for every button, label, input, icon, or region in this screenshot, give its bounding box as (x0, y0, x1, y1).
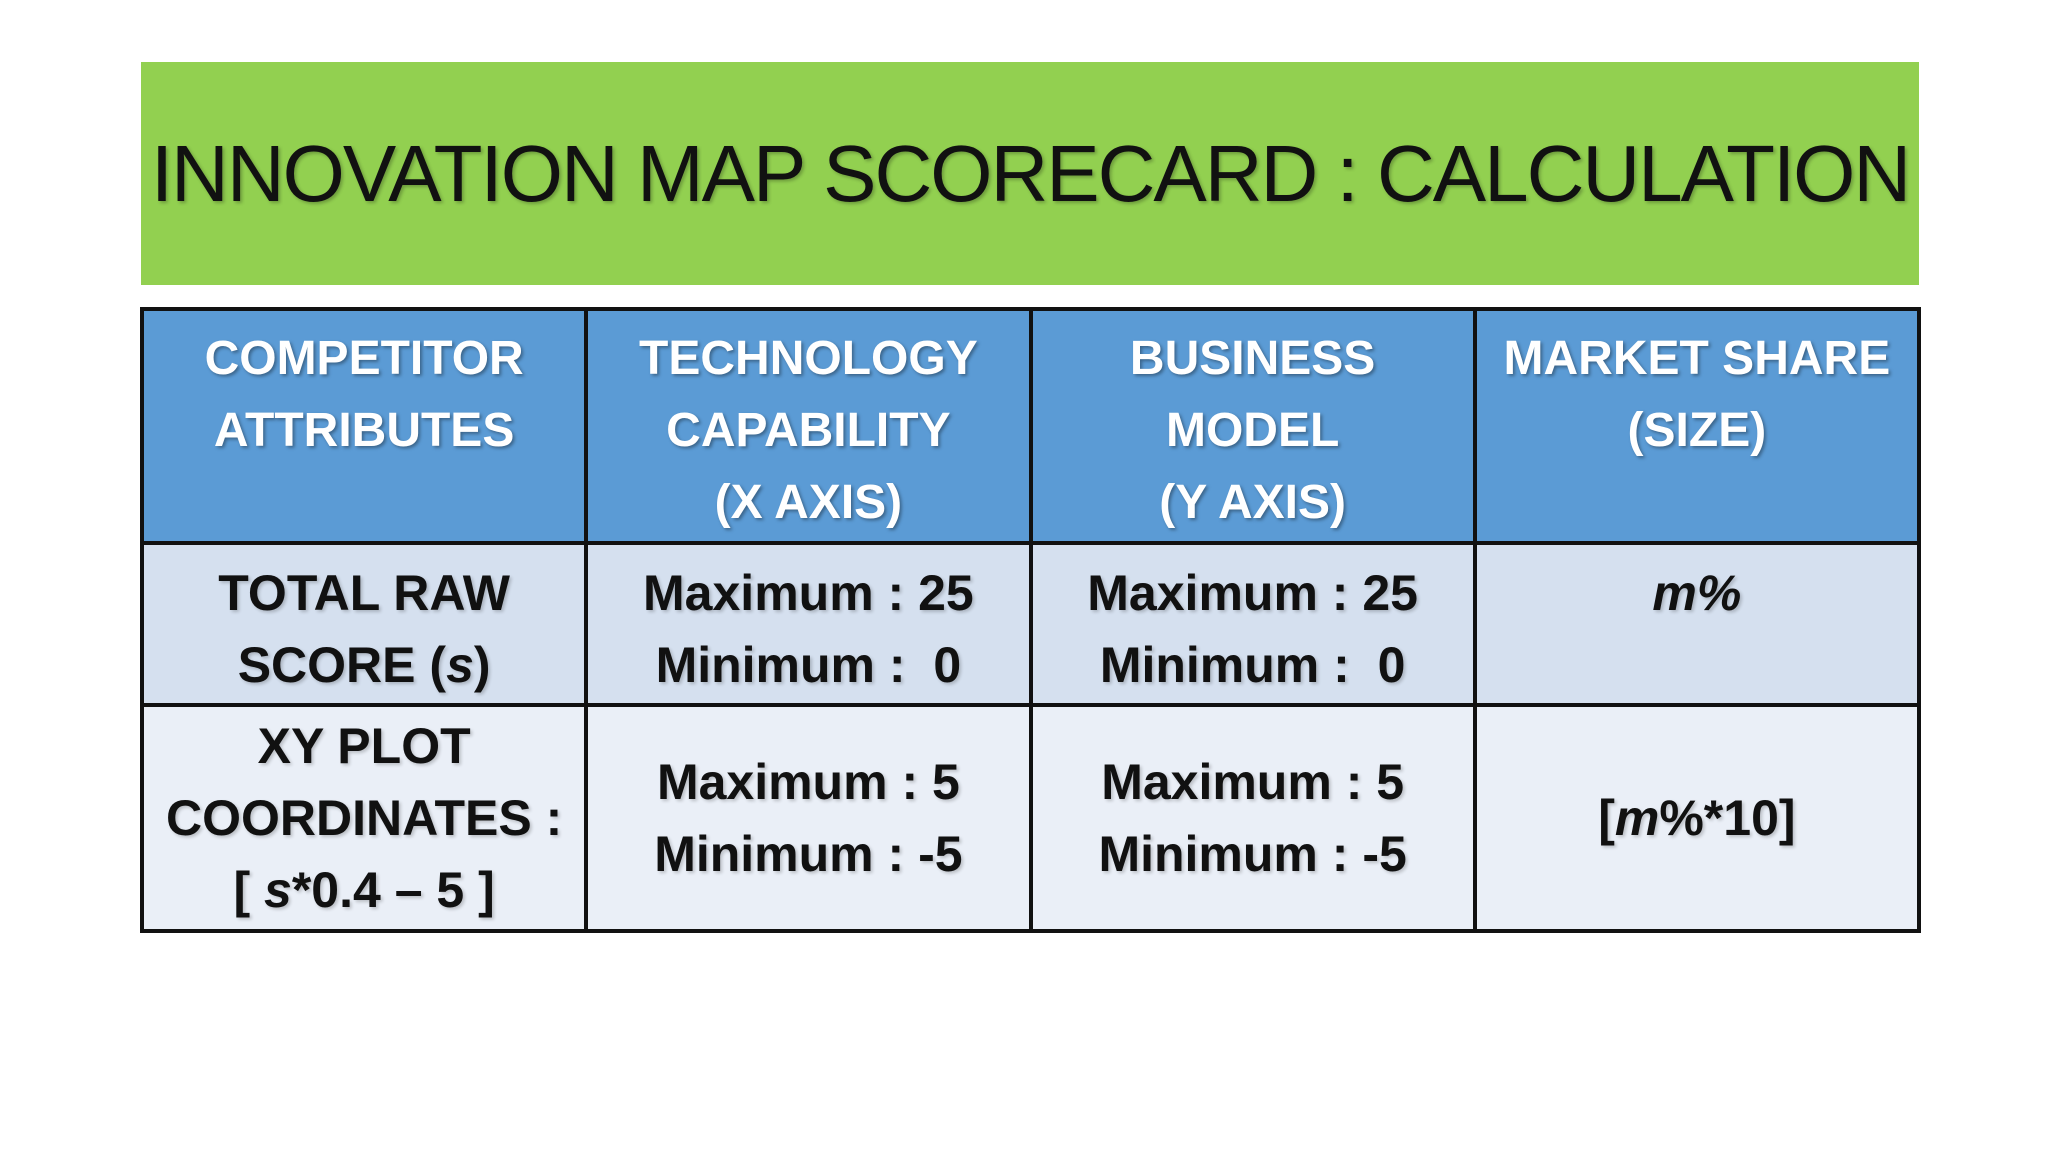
percent-sign: % (1696, 565, 1742, 621)
max-value: Maximum : 25 (643, 565, 974, 621)
formula-prefix: [ (1598, 790, 1615, 846)
header-text: (SIZE) (1627, 404, 1767, 457)
header-text: BUSINESS (1129, 332, 1376, 385)
formula-suffix: *0.4 – 5 ] (291, 862, 495, 918)
formula-suffix: %*10] (1659, 790, 1796, 846)
header-market-share: MARKET SHARE (SIZE) (1472, 307, 1922, 545)
header-text: ATTRIBUTES (213, 404, 515, 457)
max-value: Maximum : 5 (656, 754, 960, 810)
scorecard-table: COMPETITOR ATTRIBUTES TECHNOLOGY CAPABIL… (139, 307, 1922, 933)
label-suffix: ) (473, 637, 491, 693)
raw-business-cell: Maximum : 25 Minimum : 0 (1028, 541, 1477, 707)
xy-business-cell: Maximum : 5 Minimum : -5 (1028, 703, 1477, 933)
label-prefix: SCORE ( (237, 637, 447, 693)
variable-s: s (446, 637, 474, 693)
variable-m: m (1652, 565, 1697, 621)
raw-technology-cell: Maximum : 25 Minimum : 0 (584, 541, 1033, 707)
header-text: MARKET SHARE (1503, 332, 1891, 385)
xy-coordinates-row: XY PLOT COORDINATES : [ s*0.4 – 5 ] Maxi… (139, 703, 1922, 933)
header-text: MODEL (1165, 404, 1340, 457)
header-row: COMPETITOR ATTRIBUTES TECHNOLOGY CAPABIL… (139, 307, 1922, 545)
raw-market-cell: m% (1472, 541, 1922, 707)
page-title: INNOVATION MAP SCORECARD : CALCULATION (150, 128, 1911, 218)
max-value: Maximum : 25 (1087, 565, 1418, 621)
header-text: CAPABILITY (666, 404, 951, 457)
market-value: m% (1477, 557, 1917, 629)
min-value: Minimum : 0 (1099, 637, 1406, 693)
row-label-formula: [ s*0.4 – 5 ] (144, 854, 584, 926)
header-text: (X AXIS) (714, 476, 903, 529)
xy-market-cell: [m%*10] (1472, 703, 1922, 933)
header-text: TECHNOLOGY (639, 332, 978, 385)
header-business-model: BUSINESS MODEL (Y AXIS) (1028, 307, 1477, 545)
header-competitor-attributes: COMPETITOR ATTRIBUTES (139, 307, 589, 545)
formula-prefix: [ (233, 862, 265, 918)
xy-technology-cell: Maximum : 5 Minimum : -5 (584, 703, 1033, 933)
header-text: COMPETITOR (204, 332, 524, 385)
row-label-text: TOTAL RAW (218, 565, 510, 621)
row-label-text: COORDINATES : (165, 790, 563, 846)
row-label-text: XY PLOT (257, 718, 471, 774)
header-text: (Y AXIS) (1159, 476, 1346, 529)
title-banner: INNOVATION MAP SCORECARD : CALCULATION (141, 62, 1919, 285)
header-technology-capability: TECHNOLOGY CAPABILITY (X AXIS) (584, 307, 1033, 545)
market-formula: [m%*10] (1477, 782, 1917, 854)
xy-label: XY PLOT COORDINATES : [ s*0.4 – 5 ] (139, 703, 589, 933)
variable-s: s (264, 862, 292, 918)
min-value: Minimum : 0 (655, 637, 962, 693)
variable-m: m (1614, 790, 1660, 846)
max-value: Maximum : 5 (1101, 754, 1405, 810)
min-value: Minimum : -5 (1098, 826, 1407, 882)
raw-score-label: TOTAL RAW SCORE (s) (139, 541, 589, 707)
min-value: Minimum : -5 (654, 826, 963, 882)
raw-score-row: TOTAL RAW SCORE (s) Maximum : 25 Minimum… (139, 541, 1922, 707)
row-label-text: SCORE (s) (144, 629, 584, 701)
